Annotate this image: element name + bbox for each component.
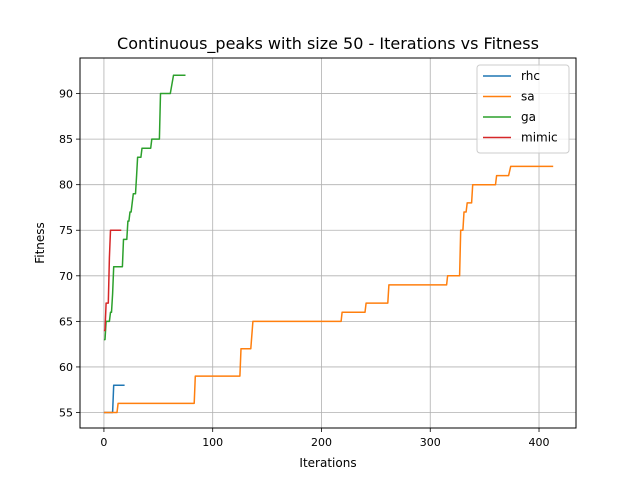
legend-label-rhc: rhc <box>521 69 540 83</box>
legend-label-mimic: mimic <box>521 131 558 145</box>
y-tick-label: 80 <box>59 179 73 192</box>
plot-frame <box>79 57 577 429</box>
x-tick-label: 200 <box>311 436 332 449</box>
y-tick-label: 75 <box>59 224 73 237</box>
series-line-sa <box>103 165 554 414</box>
y-tick-label: 60 <box>59 361 73 374</box>
x-axis-label: Iterations <box>299 456 356 470</box>
series-line-mimic <box>103 229 122 332</box>
x-tick-label: 300 <box>420 436 441 449</box>
y-axis-label: Fitness <box>33 222 47 264</box>
y-tick-label: 65 <box>59 315 73 328</box>
chart-title: Continuous_peaks with size 50 - Iteratio… <box>117 34 539 54</box>
x-tick-label: 100 <box>202 436 223 449</box>
legend-label-ga: ga <box>521 110 536 124</box>
y-tick-label: 85 <box>59 133 73 146</box>
series-line-ga <box>103 74 186 341</box>
y-tick-label: 90 <box>59 88 73 101</box>
legend-label-sa: sa <box>521 90 535 104</box>
y-tick-label: 70 <box>59 270 73 283</box>
series-lines <box>103 74 554 414</box>
x-tick-label: 0 <box>100 436 107 449</box>
y-tick-label: 55 <box>59 407 73 420</box>
legend: rhc sa ga mimic <box>476 64 570 154</box>
axis-ticks: 0 100 200 300 400 55 60 65 70 75 80 85 90 <box>59 88 550 449</box>
x-tick-label: 400 <box>529 436 550 449</box>
legend-box <box>476 64 570 154</box>
